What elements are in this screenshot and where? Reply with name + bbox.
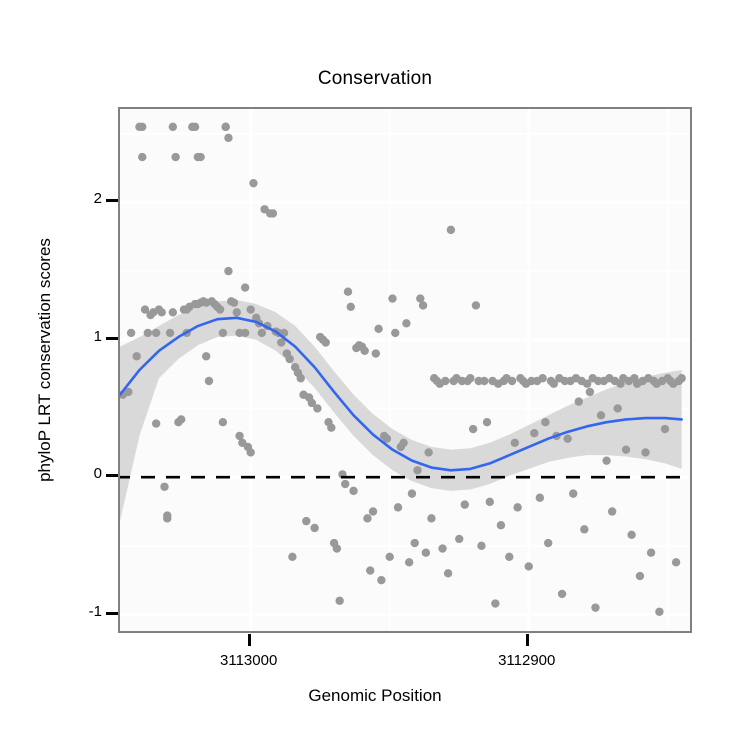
plot-canvas [120,109,690,631]
y-tick-label: -1 [88,602,102,620]
x-axis-label: Genomic Position [308,686,442,705]
y-axis-label: phyloP LRT conservation scores [35,238,54,482]
x-tick-mark [525,634,529,646]
y-tick-label: 1 [93,327,102,345]
y-tick-mark [106,474,118,478]
x-tick-mark [247,634,251,646]
y-tick-label: 0 [93,465,102,483]
y-tick-mark [106,611,118,615]
y-tick-mark [106,336,118,340]
chart-title: Conservation [317,68,433,89]
y-tick-label: 2 [93,190,102,208]
x-tick-label: 3113000 [220,652,278,669]
y-tick-mark [106,199,118,203]
plot-panel [118,107,692,633]
x-tick-label: 3112900 [498,652,556,669]
